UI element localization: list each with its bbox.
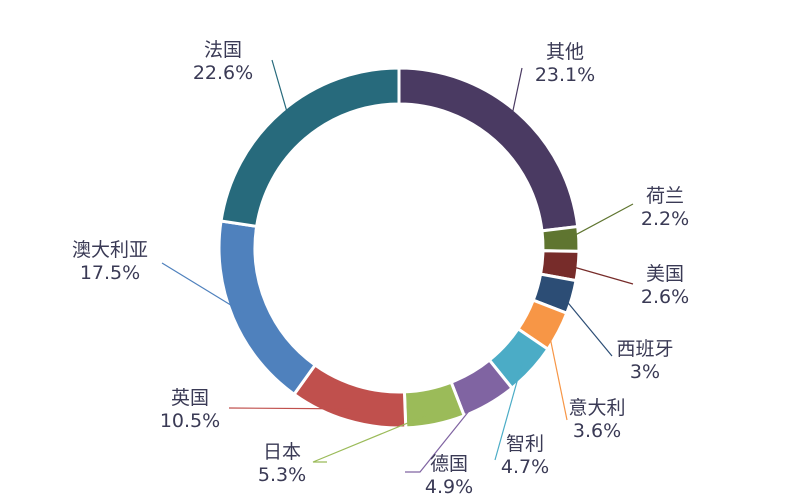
donut-slices xyxy=(217,66,581,430)
slice-value-label: 4.7% xyxy=(501,456,549,478)
leader-line xyxy=(547,326,568,421)
slice-value-label: 3% xyxy=(630,361,660,383)
slice-value-label: 2.2% xyxy=(641,208,689,230)
slice-value-label: 17.5% xyxy=(80,262,140,284)
leader-line xyxy=(566,203,634,241)
slice-name-label: 美国 xyxy=(646,263,684,285)
leader-line xyxy=(312,411,434,463)
slice-value-label: 10.5% xyxy=(160,410,220,432)
donut-slice xyxy=(540,224,581,253)
leader-line xyxy=(271,59,291,121)
leader-line xyxy=(560,293,613,357)
slice-value-label: 23.1% xyxy=(535,64,595,86)
slice-name-label: 荷兰 xyxy=(646,185,684,207)
slice-value-label: 2.6% xyxy=(641,286,689,308)
donut-slice xyxy=(217,219,318,397)
leader-line xyxy=(405,393,484,473)
slice-name-label: 法国 xyxy=(204,39,242,61)
slice-name-label: 德国 xyxy=(430,453,468,475)
leader-line xyxy=(161,262,245,314)
slice-value-label: 5.3% xyxy=(258,464,306,486)
slice-name-label: 意大利 xyxy=(568,397,625,419)
slice-value-label: 4.9% xyxy=(425,476,473,498)
leader-lines xyxy=(161,59,634,473)
slice-name-label: 英国 xyxy=(171,387,209,409)
leader-line xyxy=(565,264,634,285)
slice-value-label: 3.6% xyxy=(573,420,621,442)
leader-line xyxy=(509,67,523,123)
donut-slice xyxy=(397,66,580,233)
leader-line xyxy=(228,407,351,410)
slice-value-label: 22.6% xyxy=(193,62,253,84)
leader-line xyxy=(494,361,524,461)
slice-name-label: 西班牙 xyxy=(616,338,673,360)
slice-name-label: 智利 xyxy=(506,433,544,455)
slice-name-label: 日本 xyxy=(263,441,301,463)
slice-name-label: 澳大利亚 xyxy=(72,239,148,261)
donut-slice xyxy=(219,66,401,229)
donut-slice xyxy=(292,362,408,430)
slice-name-label: 其他 xyxy=(546,41,584,63)
